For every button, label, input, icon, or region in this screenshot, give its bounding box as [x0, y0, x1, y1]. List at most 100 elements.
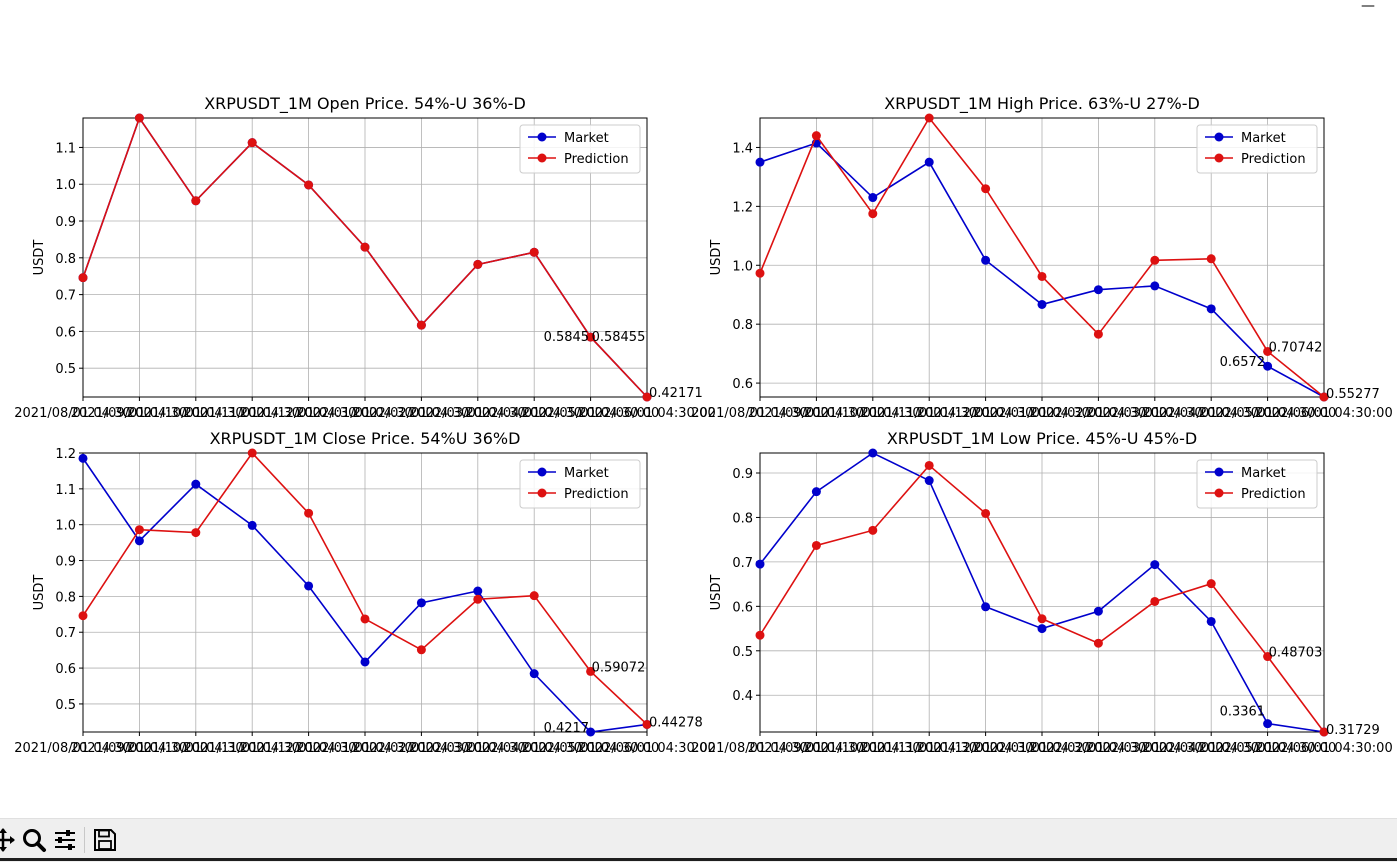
legend-label-market: Market [1241, 466, 1286, 481]
save-icon [94, 829, 116, 851]
data-point-prediction [1319, 392, 1329, 402]
legend-label-market: Market [564, 466, 609, 481]
x-tick-label: 2022/03/01 04:30:00 [1086, 406, 1223, 421]
legend-label-market: Market [564, 131, 609, 146]
x-tick-label: 2021/12/01 04:30:00 [240, 406, 377, 421]
y-axis-label: USDT [32, 575, 47, 611]
data-point-prediction [191, 528, 201, 538]
legend-label-prediction: Prediction [1241, 152, 1306, 167]
x-tick-label: 2022/04/01 04:30:00 [465, 406, 602, 421]
y-tick-label: 0.8 [55, 252, 76, 267]
legend-label-market: Market [1241, 131, 1286, 146]
data-point-market [1263, 361, 1273, 371]
data-point-prediction [1037, 271, 1047, 281]
navigation-toolbar [0, 818, 1397, 862]
y-tick-label: 1.4 [732, 141, 753, 156]
x-tick-label: 2022/04/01 04:30:00 [465, 741, 602, 756]
data-point-market [1037, 299, 1047, 309]
y-tick-label: 0.6 [732, 377, 753, 392]
y-tick-label: 0.5 [55, 362, 76, 377]
data-point-market [360, 657, 370, 667]
legend-marker-market [537, 467, 547, 477]
x-tick-label: 2022/05/01 04:30:00 [522, 406, 659, 421]
x-tick-label: 2021/10/01 04:30:00 [804, 741, 941, 756]
data-point-market [755, 157, 765, 167]
y-tick-label: 0.6 [732, 600, 753, 615]
data-point-prediction [981, 184, 991, 194]
x-tick-label: 2021/09/01 04:30:00 [71, 406, 208, 421]
y-tick-label: 1.0 [732, 259, 753, 274]
data-annotation: 0.31729 [1326, 723, 1380, 738]
save-button[interactable] [90, 825, 120, 855]
data-point-prediction [1150, 596, 1160, 606]
legend-marker-market [1214, 467, 1224, 477]
x-tick-label: 2022/02/01 04:30:00 [1030, 406, 1167, 421]
data-point-prediction [529, 591, 539, 601]
data-point-prediction [1093, 329, 1103, 339]
data-point-prediction [868, 525, 878, 535]
data-point-prediction [642, 392, 652, 402]
minimize-button[interactable]: — [1361, 0, 1375, 14]
data-point-prediction [360, 242, 370, 252]
data-annotation: 0.48703 [1269, 646, 1323, 661]
data-point-prediction [78, 273, 88, 283]
data-point-prediction [1150, 255, 1160, 265]
data-point-prediction [1206, 579, 1216, 589]
data-point-prediction [304, 508, 314, 518]
x-tick-label: 2021/08/01 04:30:00 [14, 406, 151, 421]
data-point-market [191, 479, 201, 489]
data-annotation: 0.6572 [1220, 355, 1266, 370]
zoom-icon [23, 829, 46, 852]
data-annotation: 0.5845 [544, 330, 590, 345]
data-point-prediction [811, 540, 821, 550]
x-tick-label: 2021/10/01 04:30:00 [127, 741, 264, 756]
chart-title: XRPUSDT_1M Close Price. 54%U 36%D [210, 429, 521, 449]
y-tick-label: 0.8 [732, 511, 753, 526]
data-point-prediction [360, 614, 370, 624]
legend-marker-prediction [537, 488, 547, 498]
data-point-prediction [924, 460, 934, 470]
data-point-prediction [304, 180, 314, 190]
chart-1: 0.5 0.6 0.7 0.8 0.9 1.0 1.1 2021/08/01 04:30:00… [14, 94, 715, 421]
data-point-prediction [1093, 638, 1103, 648]
data-point-market [811, 487, 821, 497]
legend-label-prediction: Prediction [564, 152, 629, 167]
data-point-prediction [416, 320, 426, 330]
configure-subplots-button[interactable] [50, 825, 80, 855]
x-tick-label: 2021/09/01 04:30:00 [748, 741, 885, 756]
y-tick-label: 0.6 [55, 662, 76, 677]
x-tick-label: 2021/12/01 04:30:00 [917, 741, 1054, 756]
data-point-prediction [811, 131, 821, 141]
x-tick-label: 2021/11/01 04:30:00 [183, 741, 320, 756]
x-tick-label: 2021/11/01 04:30:00 [860, 741, 997, 756]
data-point-market [586, 727, 596, 737]
x-tick-label: 2022/03/01 04:30:00 [1086, 741, 1223, 756]
pan-button[interactable] [0, 825, 18, 855]
data-point-market [304, 581, 314, 591]
data-point-market [78, 453, 88, 463]
data-point-prediction [642, 719, 652, 729]
x-tick-label: 2022/03/01 04:30:00 [409, 406, 546, 421]
y-tick-label: 0.7 [55, 289, 76, 304]
x-tick-label: 2021/10/01 04:30:00 [804, 406, 941, 421]
data-annotation: 0.3361 [1220, 705, 1266, 720]
legend-marker-market [1214, 132, 1224, 142]
data-annotation: 0.4217 [544, 721, 590, 736]
pan-icon [0, 828, 15, 852]
x-tick-label: 2022/02/01 04:30:00 [1030, 741, 1167, 756]
y-tick-label: 1.1 [55, 141, 76, 156]
data-point-prediction [981, 508, 991, 518]
zoom-button[interactable] [19, 825, 49, 855]
x-tick-label: 2022/02/01 04:30:00 [353, 406, 490, 421]
x-tick-label: 2022/01/01 04:30:00 [973, 406, 1110, 421]
y-tick-label: 1.2 [732, 200, 753, 215]
data-annotation: 0.70742 [1269, 340, 1323, 355]
x-tick-label: 2022/01/01 04:30:00 [973, 741, 1110, 756]
data-annotation: 0.42171 [649, 386, 703, 401]
data-point-prediction [191, 196, 201, 206]
data-point-market [868, 448, 878, 458]
data-point-market [1093, 606, 1103, 616]
y-tick-label: 1.0 [55, 178, 76, 193]
x-tick-label: 2021/09/01 04:30:00 [748, 406, 885, 421]
